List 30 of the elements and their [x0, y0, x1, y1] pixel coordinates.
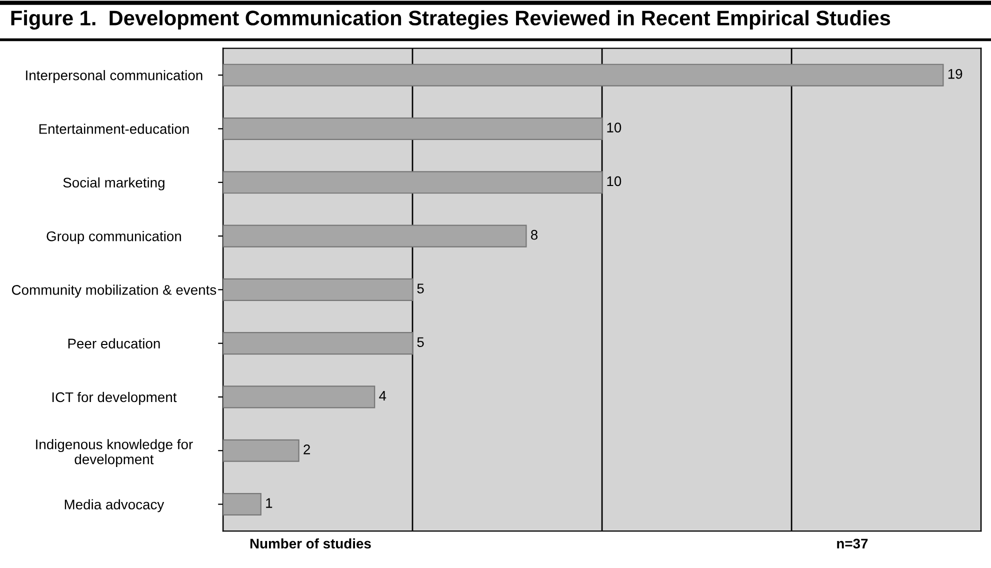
data-label: 5: [417, 284, 424, 294]
bar: [222, 439, 300, 462]
y-tick-label: Entertainment-education: [39, 124, 189, 134]
x-axis-title: Number of studies: [250, 538, 371, 549]
bar: [222, 64, 944, 86]
data-label: 10: [607, 176, 622, 186]
y-tick-label: Peer education: [68, 338, 160, 348]
bar: [222, 171, 603, 194]
data-label: 4: [379, 391, 386, 401]
y-tick-label: Community mobilization & events: [12, 284, 216, 298]
bar: [222, 386, 376, 408]
text: n=37: [837, 538, 868, 549]
data-label: 10: [607, 122, 622, 132]
y-tick-label: Social marketing: [63, 177, 164, 190]
data-label: 5: [417, 337, 424, 348]
bar: [222, 224, 527, 248]
data-label: 2: [304, 444, 310, 454]
y-tick-label: Interpersonal communication: [26, 70, 202, 84]
bar: [222, 117, 603, 140]
bar: [222, 492, 262, 516]
y-tick-label: ICT for development: [52, 392, 177, 405]
bar: [222, 278, 414, 301]
chart-title: Figure 1. Development Communication Strategies Reviewed in Recent Empirical Studies: [11, 10, 890, 30]
data-label: 19: [948, 68, 962, 79]
y-tick-label: Indigenous knowledge for development: [36, 439, 193, 468]
bar: [222, 332, 414, 355]
y-tick-label: Group communication: [46, 231, 181, 244]
data-label: 1: [266, 498, 272, 508]
data-label: 8: [530, 230, 538, 240]
y-tick-label: Media advocacy: [64, 499, 164, 512]
